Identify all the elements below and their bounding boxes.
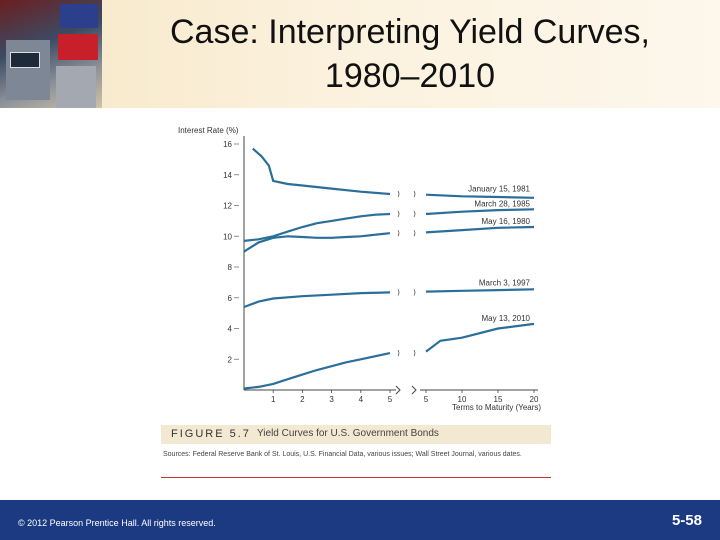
copyright-notice: © 2012 Pearson Prentice Hall. All rights… — [18, 518, 216, 528]
y-tick-label: 16 — [223, 140, 232, 149]
figure-number: FIGURE 5.7 — [171, 428, 251, 440]
x-tick-label: 1 — [271, 395, 276, 404]
series-line-short — [243, 212, 391, 242]
building-graphic — [6, 40, 50, 100]
series-break-mark — [397, 289, 416, 296]
series-line-long — [425, 208, 535, 216]
slide-number: 5-58 — [671, 512, 702, 529]
series-break-mark — [397, 190, 416, 198]
header-photo — [0, 0, 102, 108]
x-tick-label: 3 — [329, 395, 334, 404]
figure-caption: Yield Curves for U.S. Government Bonds — [257, 428, 439, 439]
series-label: March 28, 1985 — [474, 199, 530, 208]
series-break-mark — [397, 229, 416, 237]
y-tick-label: 14 — [223, 171, 232, 180]
series-line-long — [425, 193, 535, 199]
series-line-short — [243, 291, 391, 309]
x-axis-label: Terms to Maturity (Years) — [452, 403, 541, 412]
figure-sources: Sources: Federal Reserve Bank of St. Lou… — [163, 451, 522, 458]
y-tick-label: 8 — [228, 263, 233, 272]
ticker-board-graphic — [10, 52, 40, 68]
x-tick-label: 5 — [388, 395, 393, 404]
building-graphic — [56, 66, 96, 108]
chart-series — [243, 147, 535, 390]
y-tick-label: 10 — [223, 232, 232, 241]
figure-caption-bar: FIGURE 5.7 Yield Curves for U.S. Governm… — [161, 425, 551, 444]
flag-graphic — [58, 34, 98, 60]
series-line-long — [425, 225, 535, 234]
x-tick-label: 2 — [300, 395, 305, 404]
series-line-long — [425, 288, 535, 293]
y-tick-label: 2 — [228, 355, 233, 364]
y-tick-label: 6 — [228, 294, 233, 303]
series-line-long — [425, 322, 535, 353]
series-label: May 13, 2010 — [482, 314, 531, 323]
series-break-mark — [397, 349, 416, 357]
x-tick-label: 5 — [424, 395, 429, 404]
y-tick-label: 4 — [228, 325, 233, 334]
x-tick-label: 4 — [359, 395, 364, 404]
series-break-mark — [397, 210, 416, 218]
x-tick-label: 10 — [458, 395, 467, 404]
slide-header: Case: Interpreting Yield Curves, 1980–20… — [0, 0, 720, 108]
series-line-short — [243, 352, 391, 390]
axis-break-mark — [395, 385, 417, 395]
flag-graphic — [60, 4, 98, 28]
y-tick-label: 12 — [223, 202, 232, 211]
series-line-short — [252, 147, 391, 196]
divider — [161, 477, 551, 478]
y-axis-label: Interest Rate (%) — [178, 126, 239, 135]
x-tick-label: 15 — [494, 395, 503, 404]
slide-title: Case: Interpreting Yield Curves, 1980–20… — [169, 13, 651, 95]
chart-axes — [243, 136, 538, 395]
series-label: March 3, 1997 — [479, 279, 531, 288]
series-line-short — [243, 232, 391, 253]
slide-footer: © 2012 Pearson Prentice Hall. All rights… — [0, 500, 720, 540]
x-tick-label: 20 — [530, 395, 539, 404]
series-label: May 16, 1980 — [482, 217, 531, 226]
series-label: January 15, 1981 — [468, 185, 530, 194]
chart-series-labels: January 15, 1981 March 28, 1985 May 16, 19… — [468, 185, 530, 323]
